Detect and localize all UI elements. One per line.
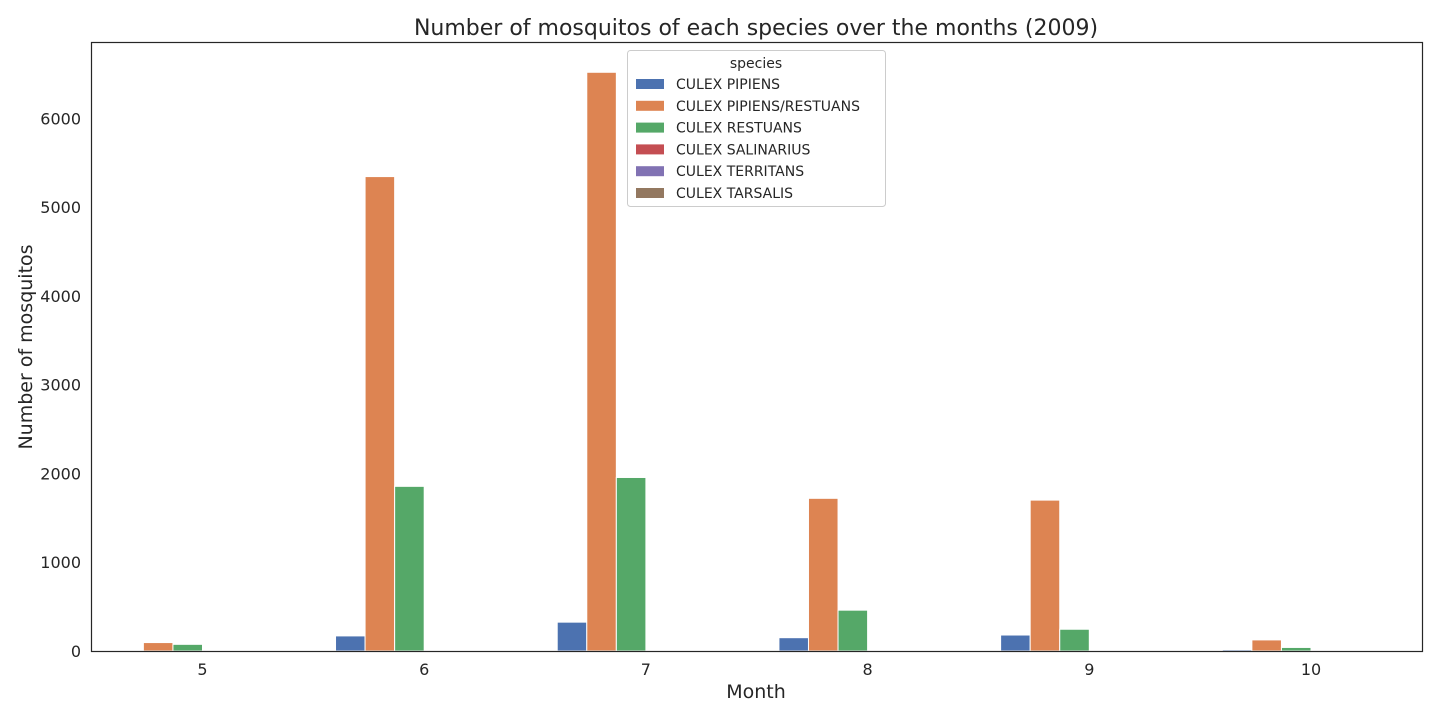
legend-label: CULEX RESTUANS [676,121,802,137]
x-tick-label: 8 [863,660,873,679]
legend-swatch [636,100,664,111]
legend-label: CULEX TERRITANS [676,164,804,180]
chart-title: Number of mosquitos of each species over… [414,16,1098,41]
bar-month-7-series-1 [586,71,617,652]
legend-box [627,50,886,207]
bar-month-6-series-1 [364,176,396,652]
bars-group [142,71,1312,652]
y-tick-label: 2000 [40,464,81,483]
bar-month-8-series-1 [807,497,839,652]
bar-month-6-series-0 [335,635,366,652]
x-tick-label: 10 [1301,660,1321,679]
x-tick-label: 5 [197,660,207,679]
bar-month-8-series-2 [837,609,869,652]
bar-month-9-series-0 [1000,634,1031,652]
bar-month-10-series-1 [1251,639,1282,652]
bar-month-9-series-1 [1029,499,1061,652]
plot-frame [90,41,1424,653]
legend-label: CULEX SALINARIUS [676,142,811,158]
legend-swatch [636,144,664,155]
x-tick-label: 7 [641,660,651,679]
bar-month-9-series-2 [1059,628,1090,652]
y-tick-label: 4000 [40,287,81,306]
legend-swatch [636,166,664,177]
bar-month-7-series-0 [556,621,588,652]
bar-month-7-series-2 [615,476,647,652]
y-tick-label: 0 [71,642,81,661]
legend-items: CULEX PIPIENS CULEX PIPIENS/RESTUANS CULEX… [636,77,860,202]
legend-label: CULEX PIPIENS [676,77,780,93]
legend: species CULEX PIPIENS CULEX PIPIENS/RESTU… [627,50,886,207]
bar-month-10-series-0 [1221,649,1253,652]
x-tick-label: 6 [419,660,429,679]
legend-label: CULEX TARSALIS [676,186,793,202]
y-tick-label: 5000 [40,198,81,217]
y-tick-label: 6000 [40,109,81,128]
y-axis-label: Number of mosquitos [15,244,37,449]
x-axis-label: Month [726,681,786,703]
legend-label: CULEX PIPIENS/RESTUANS [676,99,860,115]
bar-month-5-series-2 [172,643,204,652]
bar-month-10-series-2 [1280,646,1312,652]
y-tick-label: 1000 [40,553,81,572]
legend-swatch [636,79,664,89]
bar-month-8-series-0 [778,637,809,652]
bar-month-6-series-2 [394,485,425,652]
legend-title: species [730,56,782,72]
legend-swatch [636,122,664,133]
x-axis-ticks: 5 6 7 8 9 10 [197,660,1321,679]
y-axis-ticks: 0 1000 2000 3000 4000 5000 6000 [40,109,81,661]
y-tick-label: 3000 [40,376,81,395]
x-tick-label: 9 [1084,660,1094,679]
bar-month-5-series-1 [142,642,174,652]
legend-swatch [636,188,664,198]
